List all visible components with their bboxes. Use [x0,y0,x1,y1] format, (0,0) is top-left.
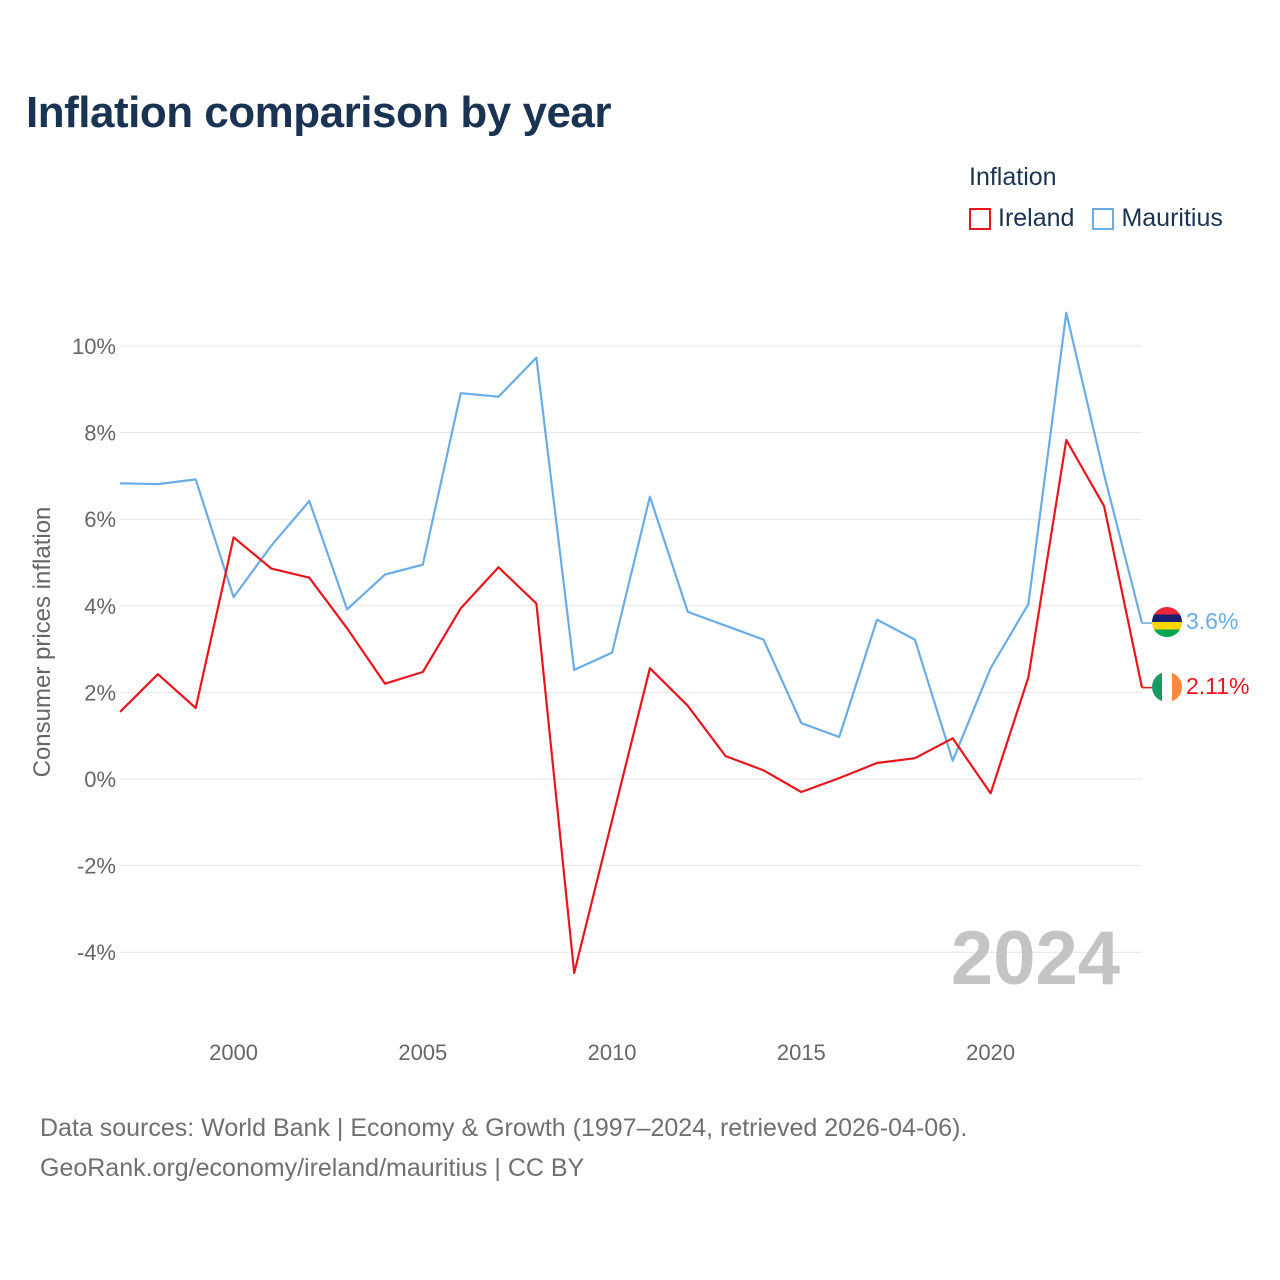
x-tick-label: 2005 [398,1040,447,1065]
legend-swatch-mauritius [1092,207,1115,230]
y-axis-label: Consumer prices inflation [29,507,56,778]
x-tick-label: 2020 [966,1040,1015,1065]
y-tick-label: 8% [84,421,116,446]
chart-title: Inflation comparison by year [26,88,612,137]
legend-label-ireland: Ireland [998,204,1075,232]
x-tick-label: 2010 [588,1040,637,1065]
y-tick-label: 2% [84,680,116,705]
footer: Data sources: World Bank | Economy & Gro… [40,1108,967,1188]
footer-sources: Data sources: World Bank | Economy & Gro… [40,1114,968,1142]
year-watermark: 2024 [951,916,1120,1001]
y-tick-label: 0% [84,767,116,792]
x-tick-label: 2000 [209,1040,258,1065]
legend: Ireland Mauritius [969,204,1241,233]
end-label-mauritius: 3.6% [1186,608,1238,634]
series-line-mauritius[interactable] [119,311,1144,762]
legend-swatch-ireland [969,207,991,230]
legend-title: Inflation [969,163,1057,191]
y-tick-label: 6% [84,507,116,532]
y-tick-label: -2% [77,854,116,879]
legend-label-mauritius: Mauritius [1121,204,1223,232]
grid [120,345,1142,953]
legend-item-mauritius[interactable]: Mauritius [1092,204,1223,233]
flag-ireland-icon [1152,672,1182,702]
x-tick-label: 2015 [777,1040,826,1065]
series-group [119,311,1152,975]
y-tick-label: 10% [72,334,116,359]
x-axis-ticks: 2000 2005 2010 2015 2020 [209,1040,1015,1065]
legend-item-ireland[interactable]: Ireland [969,204,1074,233]
footer-link[interactable]: GeoRank.org/economy/ireland/mauritius | … [40,1154,585,1182]
flag-mauritius-icon [1152,607,1182,637]
y-tick-label: 4% [84,594,116,619]
series-line-ireland[interactable] [119,438,1144,975]
end-label-ireland: 2.11% [1186,673,1250,699]
y-tick-label: -4% [77,940,116,965]
y-axis-ticks: -4% -2% 0% 2% 4% 6% 8% 10% [72,334,116,965]
